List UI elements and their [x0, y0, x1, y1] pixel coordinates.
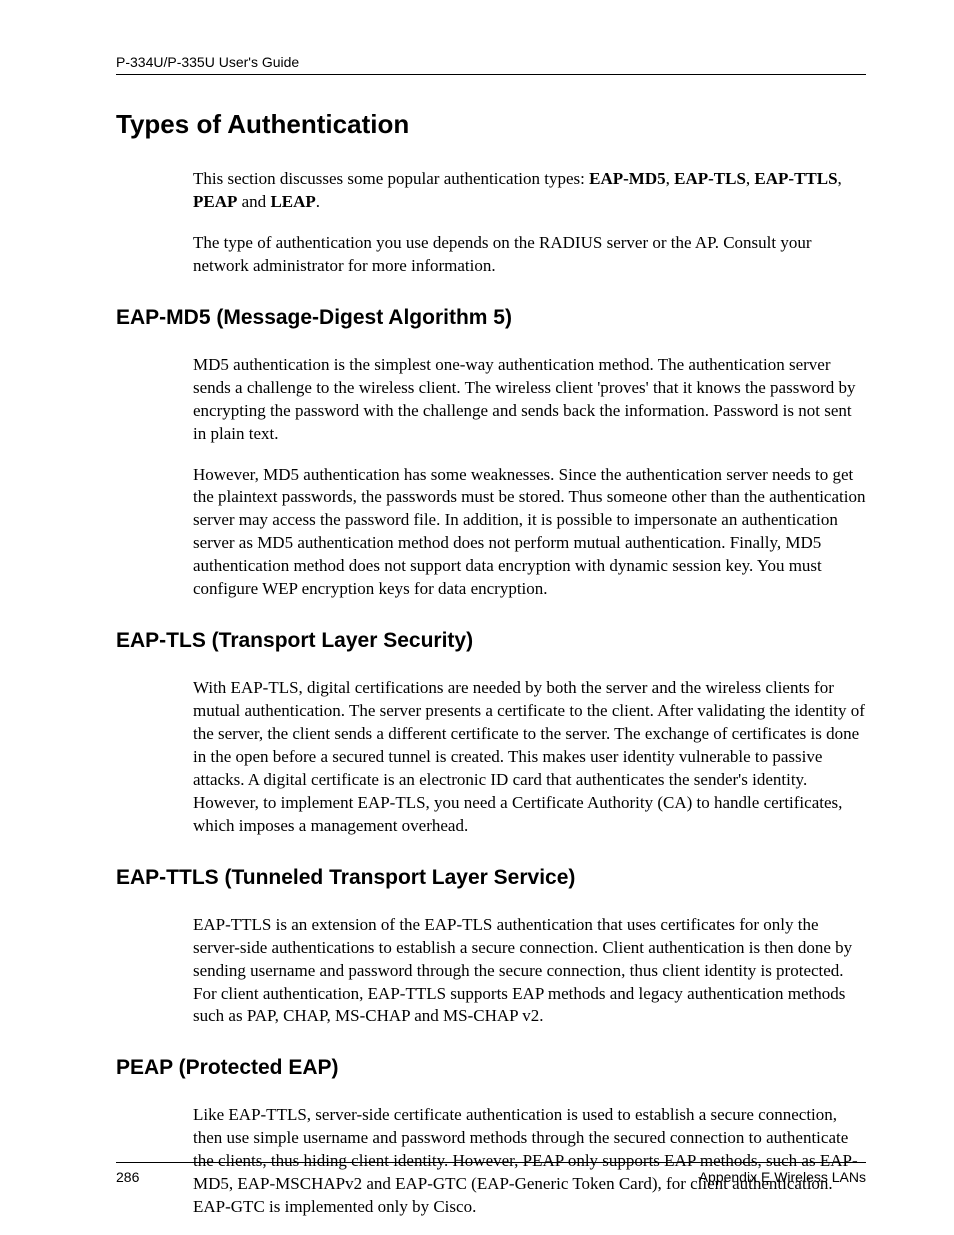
- sep-3: ,: [838, 169, 842, 188]
- section-heading-eap-ttls: EAP-TTLS (Tunneled Transport Layer Servi…: [116, 866, 866, 890]
- page-footer: 286 Appendix E Wireless LANs: [116, 1162, 866, 1185]
- sec2-p1: With EAP-TLS, digital certifications are…: [193, 677, 866, 838]
- sep-4: and: [237, 192, 270, 211]
- footer-section: Appendix E Wireless LANs: [699, 1169, 866, 1185]
- bold-peap: PEAP: [193, 192, 237, 211]
- sep-1: ,: [666, 169, 675, 188]
- main-heading: Types of Authentication: [116, 109, 866, 140]
- header-title: P-334U/P-335U User's Guide: [116, 54, 866, 70]
- section-heading-peap: PEAP (Protected EAP): [116, 1056, 866, 1080]
- bold-leap: LEAP: [270, 192, 315, 211]
- page-content: P-334U/P-335U User's Guide Types of Auth…: [0, 0, 954, 1219]
- page-header: P-334U/P-335U User's Guide: [116, 54, 866, 75]
- intro-paragraph-1: This section discusses some popular auth…: [193, 168, 866, 214]
- bold-eap-tls: EAP-TLS: [674, 169, 746, 188]
- sec1-p1: MD5 authentication is the simplest one-w…: [193, 354, 866, 446]
- intro-paragraph-2: The type of authentication you use depen…: [193, 232, 866, 278]
- sec3-p1: EAP-TTLS is an extension of the EAP-TLS …: [193, 914, 866, 1029]
- sep-5: .: [316, 192, 320, 211]
- intro-text-pre: This section discusses some popular auth…: [193, 169, 589, 188]
- bold-eap-md5: EAP-MD5: [589, 169, 665, 188]
- bold-eap-ttls: EAP-TTLS: [754, 169, 837, 188]
- section-heading-eap-md5: EAP-MD5 (Message-Digest Algorithm 5): [116, 306, 866, 330]
- section-heading-eap-tls: EAP-TLS (Transport Layer Security): [116, 629, 866, 653]
- sec1-p2: However, MD5 authentication has some wea…: [193, 464, 866, 602]
- page-number: 286: [116, 1169, 139, 1185]
